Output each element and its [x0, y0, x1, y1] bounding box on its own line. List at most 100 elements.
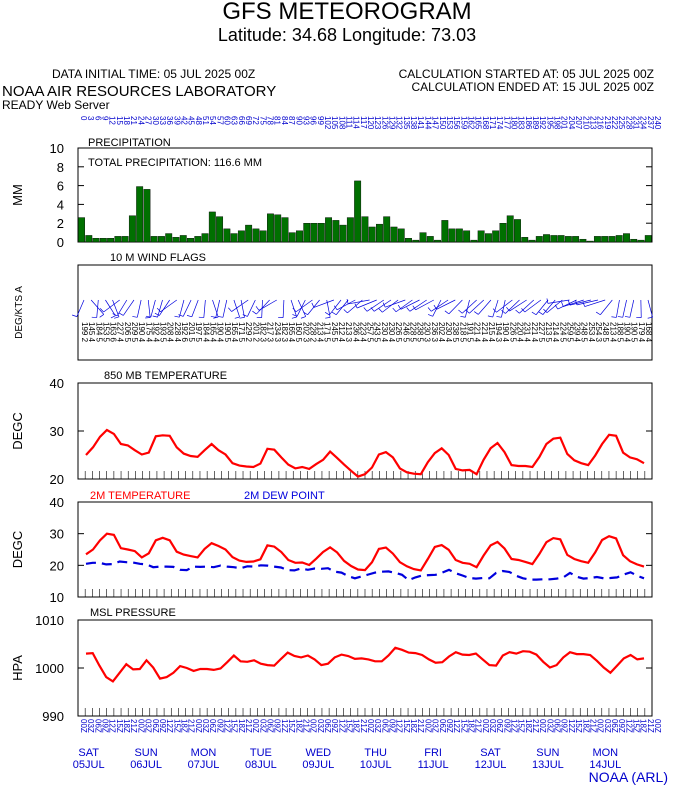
wind-barb-feather	[154, 312, 160, 316]
wind-value-label: 236 3	[430, 322, 439, 343]
temp2m-legend: 2M TEMPERATURE	[90, 490, 190, 502]
time-axis-hour: 18Z	[466, 719, 475, 733]
wind-barb	[415, 299, 434, 311]
wind-barb	[509, 299, 527, 312]
forecast-hour-label: 0	[79, 116, 88, 121]
time-axis-hour: 12Z	[567, 719, 576, 733]
temp2m-ytick-label: 30	[50, 527, 64, 542]
time-axis-hour: 21Z	[474, 719, 483, 733]
wind-barb-feather	[291, 316, 297, 319]
forecast-hour-label: 222	[610, 116, 619, 130]
forecast-hour-label: 66	[237, 116, 246, 125]
precip-bar	[158, 236, 165, 243]
precip-bar	[514, 219, 521, 243]
precip-bar	[405, 238, 412, 243]
time-axis-date: 10JUL	[360, 759, 392, 771]
wind-barb	[385, 299, 406, 308]
forecast-hour-label: 198	[553, 116, 562, 130]
time-axis-hour: 00Z	[136, 719, 145, 733]
precip-bar	[615, 235, 623, 243]
wind-value-label: 221 4	[530, 322, 539, 343]
wind-barb	[600, 299, 613, 315]
precip-bar	[223, 228, 231, 243]
forecast-hour-label: 231	[631, 116, 640, 130]
forecast-hour-label: 18	[122, 116, 131, 125]
wind-barb-feather	[156, 307, 161, 313]
temp850-title: 850 MB TEMPERATURE	[104, 370, 227, 382]
temp2m-ytick-label: 20	[50, 558, 64, 573]
wind-barb	[157, 299, 163, 318]
precip-bar	[506, 215, 514, 243]
wind-barb	[96, 299, 99, 318]
wind-barb-feather	[213, 316, 219, 319]
wind-value-label: 213 4	[608, 322, 617, 343]
time-axis-hour: 15Z	[230, 719, 239, 733]
precip-bar	[477, 230, 485, 243]
wind-value-label: 209 5	[130, 322, 139, 343]
wind-value-label: 153 5	[101, 322, 110, 343]
forecast-hour-label: 117	[359, 116, 368, 129]
time-axis-date: 11JUL	[418, 759, 449, 771]
precip-bar	[564, 236, 572, 243]
wind-barb	[629, 299, 635, 318]
wind-value-label: 229 2	[244, 322, 253, 343]
time-axis-hour: 09Z	[101, 719, 110, 733]
wind-barb	[203, 299, 206, 318]
precip-bar	[441, 220, 449, 243]
time-axis-hour: 06Z	[151, 719, 160, 733]
time-axis-hour: 12Z	[395, 719, 404, 733]
wind-value-label: 208 4	[166, 322, 175, 343]
time-axis-hour: 00Z	[366, 719, 375, 733]
wind-barb	[366, 299, 385, 312]
wind-value-label: 245 5	[330, 322, 339, 343]
wind-value-label: 188 5	[615, 322, 624, 343]
wind-barb-feather	[575, 299, 578, 305]
wind-barb	[295, 299, 313, 313]
wind-frame	[77, 264, 653, 361]
wind-barb-feather	[114, 316, 120, 319]
wind-value-label: 165 4	[209, 322, 218, 343]
wind-value-label: 236 4	[351, 322, 360, 343]
precip-bar	[296, 230, 303, 243]
time-axis-hour: 09Z	[215, 719, 224, 733]
time-axis-hour: 21Z	[301, 719, 310, 733]
forecast-hour-label: 36	[165, 116, 174, 125]
temp2m-ytick-label: 10	[50, 590, 64, 605]
wind-value-label: 228 2	[308, 322, 317, 343]
time-axis-hour: 12Z	[165, 719, 174, 733]
wind-barb-feather	[292, 314, 298, 317]
time-axis-hour: 00Z	[596, 719, 605, 733]
forecast-hour-label: 141	[416, 116, 425, 130]
wind-value-label: 145 4	[87, 322, 96, 343]
wind-barb-feather	[132, 316, 138, 318]
wind-barb	[535, 299, 549, 315]
time-axis-hour: 03Z	[373, 719, 382, 733]
forecast-hour-label: 96	[309, 116, 318, 125]
forecast-hour-label: 213	[588, 116, 597, 130]
time-axis-hour: 06Z	[93, 719, 102, 733]
wind-value-label: 218 5	[458, 322, 467, 343]
forecast-hour-label: 237	[646, 116, 655, 130]
wind-barb	[373, 299, 392, 312]
wind-value-label: 202 3	[301, 322, 310, 343]
precip-bar	[434, 239, 441, 243]
wind-barb-feather	[433, 304, 437, 310]
wind-barb	[356, 299, 377, 309]
wind-barb	[290, 299, 298, 318]
wind-value-label: 160 5	[294, 322, 303, 343]
calc-started: CALCULATION STARTED AT: 05 JUL 2025 00Z	[398, 67, 654, 81]
time-axis-hour: 21Z	[187, 719, 196, 733]
precip-bar	[426, 236, 434, 243]
time-axis-date: 09JUL	[302, 759, 334, 771]
wind-barb-feather	[370, 307, 375, 312]
time-axis-hour: 00Z	[251, 719, 260, 733]
precip-bar	[208, 211, 216, 243]
wind-value-label: 215 4	[487, 322, 496, 343]
wind-barb	[347, 299, 363, 314]
wind-barb	[247, 299, 256, 317]
forecast-hour-label: 207	[574, 116, 583, 130]
precip-bar	[346, 217, 354, 243]
precip-bar	[630, 238, 638, 243]
forecast-hour-label: 240	[653, 116, 662, 130]
precip-bar	[310, 222, 318, 243]
